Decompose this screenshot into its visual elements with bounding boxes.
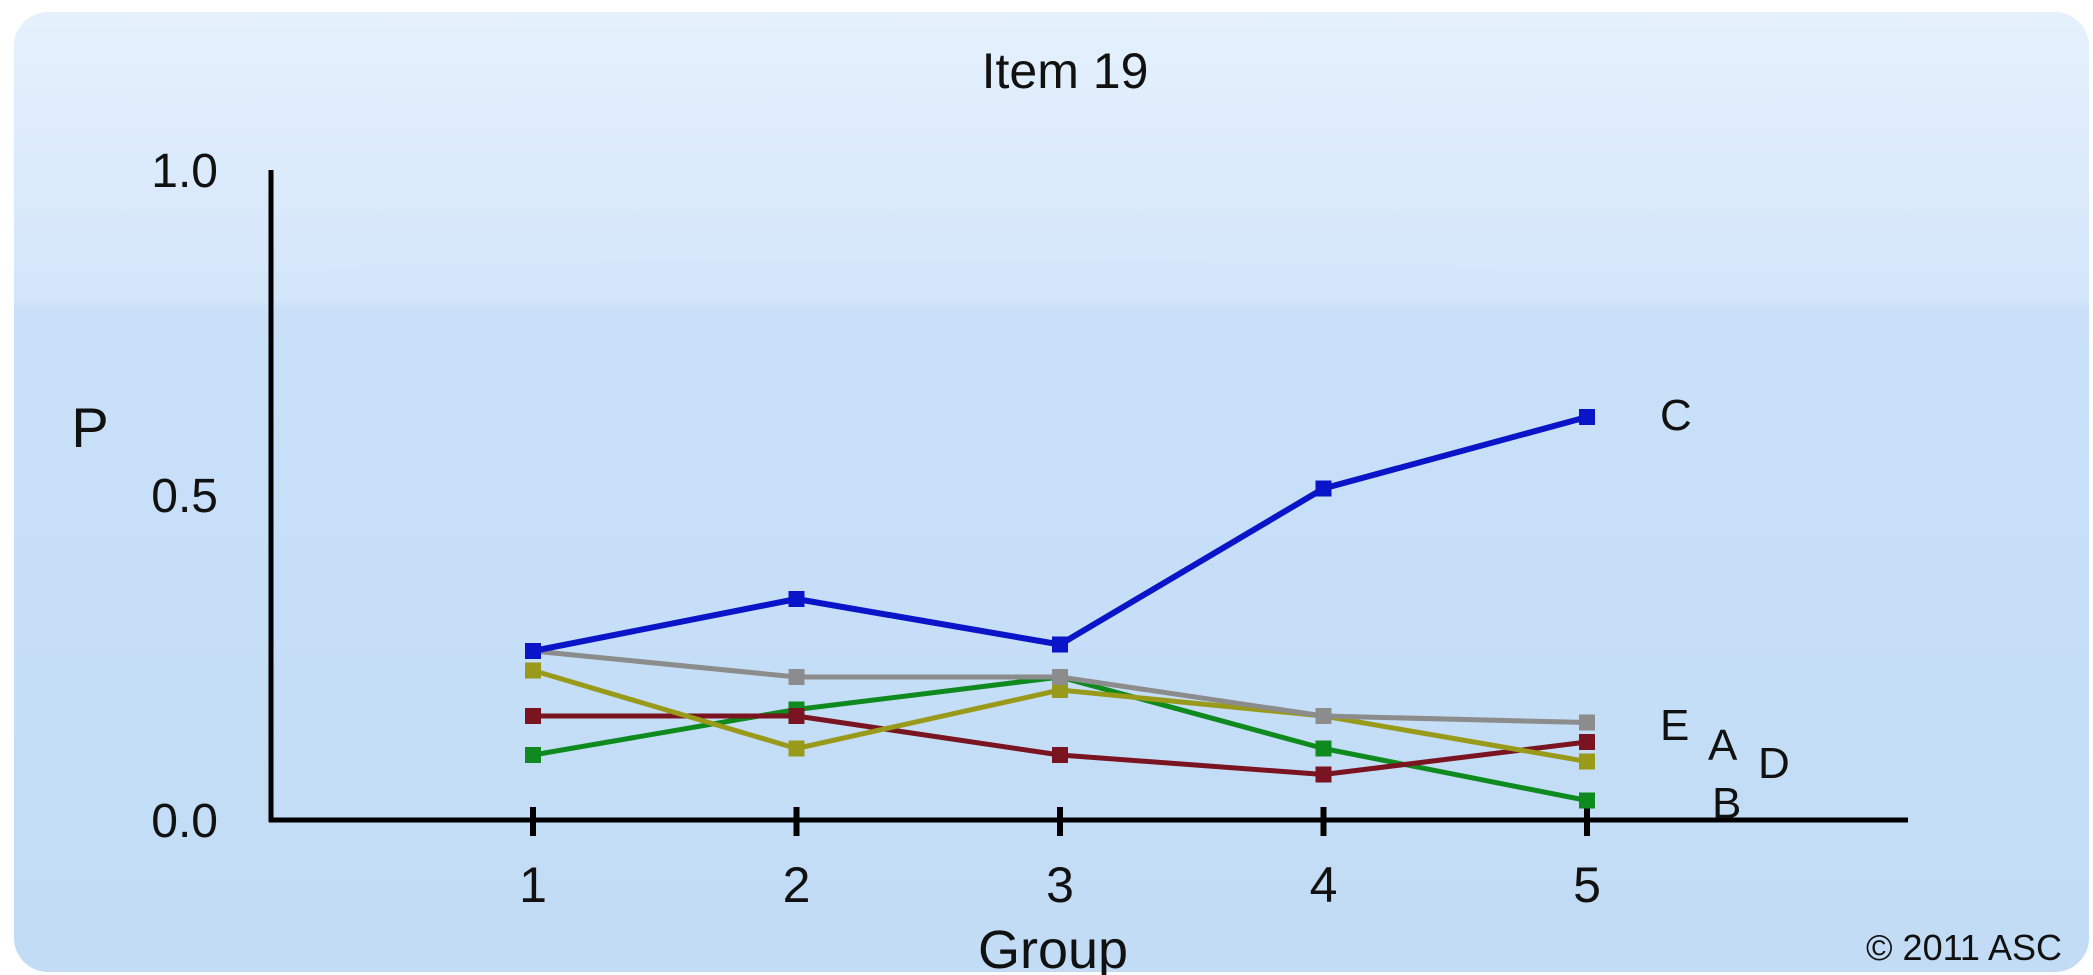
- data-point: [788, 591, 805, 607]
- chart-background-shine: [14, 12, 2089, 300]
- data-point: [1052, 636, 1068, 653]
- data-point: [1579, 714, 1595, 731]
- y-ticks: 0.0 0.5 1.0: [151, 145, 218, 848]
- x-tick-label: 2: [783, 857, 811, 913]
- series-label-a: A: [1708, 721, 1738, 770]
- data-point: [1315, 480, 1332, 497]
- data-point: [525, 747, 541, 763]
- data-point: [1579, 409, 1595, 425]
- series-markers: [525, 409, 1595, 809]
- data-point: [1315, 740, 1332, 757]
- series-label-c: C: [1660, 391, 1692, 440]
- data-point: [1579, 792, 1595, 809]
- data-point: [1315, 766, 1332, 783]
- x-ticks: 1 2 3 4 5: [519, 807, 1601, 913]
- data-point: [1579, 734, 1595, 750]
- y-tick-label: 0.0: [151, 795, 218, 848]
- data-point: [788, 669, 805, 685]
- data-point: [525, 643, 541, 659]
- data-point: [1579, 753, 1595, 770]
- data-point: [1315, 708, 1332, 724]
- y-axis-label: P: [71, 396, 108, 459]
- series-label-e: E: [1660, 701, 1689, 750]
- data-point: [1052, 682, 1068, 698]
- chart-title: Item 19: [982, 43, 1149, 99]
- series-label-b: B: [1712, 779, 1741, 828]
- data-point: [788, 740, 805, 757]
- data-point: [1052, 669, 1068, 685]
- x-tick-label: 1: [519, 857, 547, 913]
- data-point: [525, 708, 541, 724]
- x-tick-label: 5: [1573, 857, 1601, 913]
- series-labels: C E A DB: [1660, 391, 1790, 828]
- y-tick-label: 1.0: [151, 145, 218, 198]
- x-tick-label: 3: [1046, 857, 1074, 913]
- x-axis-label: Group: [978, 920, 1128, 975]
- data-point: [788, 708, 805, 724]
- copyright-text: © 2011 ASC: [1866, 927, 2062, 968]
- x-tick-label: 4: [1310, 857, 1338, 913]
- y-tick-label: 0.5: [151, 470, 218, 523]
- series-label-d: D: [1758, 739, 1790, 788]
- data-point: [525, 662, 541, 679]
- data-point: [1052, 747, 1068, 763]
